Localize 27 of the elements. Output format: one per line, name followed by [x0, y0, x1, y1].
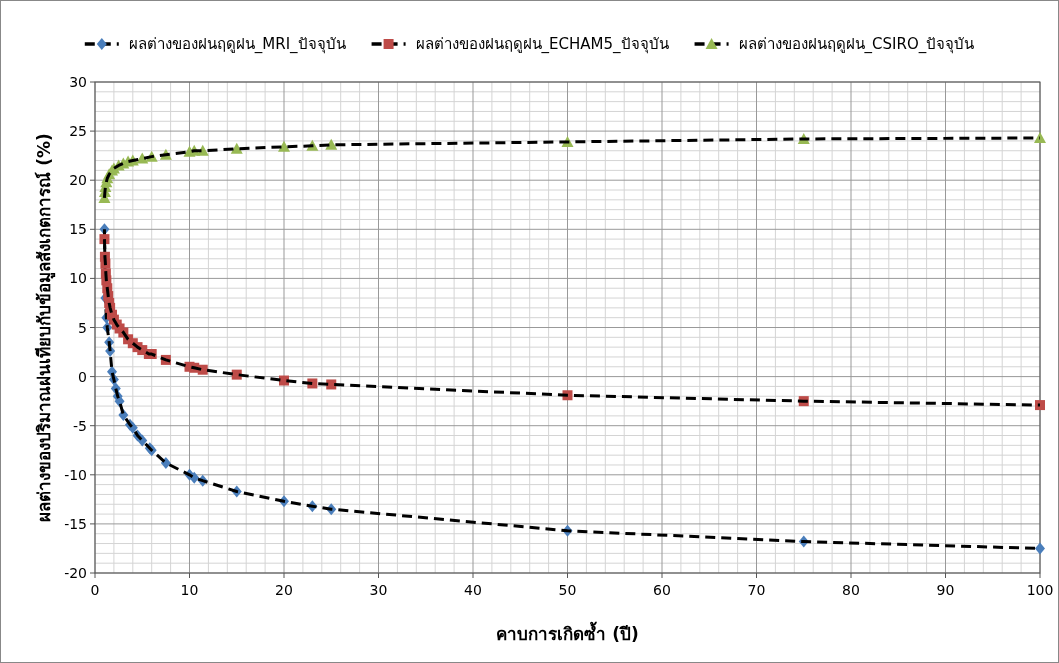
y-tick-label: 0	[78, 368, 87, 385]
y-tick-label: 20	[69, 172, 87, 189]
x-tick-label: 70	[747, 582, 766, 598]
x-tick-label: 10	[180, 582, 199, 598]
x-tick-label: 0	[90, 582, 100, 598]
legend-label: ผลต่างของฝนฤดูฝน_CSIRO_ปัจจุบัน	[738, 35, 975, 54]
y-tick-label: 15	[69, 221, 87, 238]
x-tick-label: 100	[1026, 582, 1054, 598]
x-tick-label: 20	[275, 582, 293, 598]
y-tick-label: 25	[69, 123, 87, 140]
y-axis-title: ผลต่างของปริมาณฝนเทียบกับข้อมูลสังเกตการณ์ (%)	[34, 133, 56, 522]
y-tick-label: 30	[69, 74, 87, 90]
y-tick-label: -15	[64, 515, 87, 532]
y-tick-label: -5	[73, 417, 87, 434]
y-tick-label: -20	[64, 565, 87, 581]
x-axis-title: คาบการเกิดซ้ำ (ปี)	[496, 621, 639, 644]
x-tick-label: 60	[653, 582, 671, 598]
x-tick-label: 50	[558, 582, 577, 598]
y-tick-label: 5	[78, 319, 87, 336]
y-tick-label: 10	[69, 270, 87, 287]
y-tick-label: -10	[64, 466, 87, 483]
x-tick-label: 80	[842, 582, 860, 598]
legend-label: ผลต่างของฝนฤดูฝน_MRI_ปัจจุบัน	[128, 35, 346, 54]
legend-label: ผลต่างของฝนฤดูฝน_ECHAM5_ปัจจุบัน	[415, 35, 669, 54]
x-tick-label: 90	[936, 582, 955, 598]
x-tick-label: 30	[369, 582, 388, 598]
x-tick-label: 40	[464, 582, 482, 598]
